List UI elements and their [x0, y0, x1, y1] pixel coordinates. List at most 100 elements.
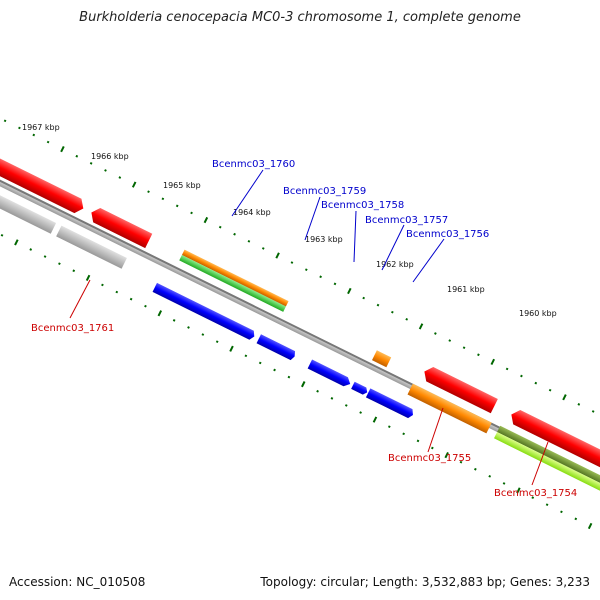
scale-label-1963: 1963 kbp — [305, 235, 343, 244]
gene-arrow-blue[interactable] — [256, 334, 297, 361]
minor-tick — [175, 204, 179, 208]
minor-tick — [416, 439, 420, 443]
minor-tick — [129, 297, 133, 301]
major-tick — [587, 522, 593, 530]
gene-arrow-red[interactable] — [421, 364, 498, 414]
gene-arrow-blue[interactable] — [307, 359, 353, 389]
scale-label-1965: 1965 kbp — [163, 181, 201, 190]
major-tick — [444, 451, 449, 459]
major-tick — [562, 394, 567, 401]
minor-tick — [459, 460, 463, 464]
gene-arrow-blue[interactable] — [351, 381, 369, 396]
grey-feature-bar[interactable] — [0, 175, 57, 234]
minor-tick — [244, 354, 248, 358]
scale-label-1967: 1967 kbp — [22, 123, 60, 132]
leader-line-1757 — [381, 224, 405, 271]
orange-feature-bar[interactable] — [181, 249, 289, 307]
orange-feature-small[interactable] — [372, 350, 392, 368]
minor-tick — [43, 255, 47, 258]
minor-tick — [218, 225, 222, 229]
major-tick — [275, 252, 280, 259]
minor-tick — [344, 404, 348, 407]
lime-feature-bar[interactable] — [494, 432, 600, 494]
minor-tick — [319, 275, 322, 279]
scale-label-1962: 1962 kbp — [376, 260, 414, 269]
major-tick — [347, 287, 352, 295]
gene-arrow-red[interactable] — [88, 205, 153, 249]
minor-tick — [402, 432, 405, 436]
leader-line-1754 — [531, 441, 549, 486]
minor-tick — [488, 475, 492, 478]
gene-label-1758[interactable]: Bcenmc03_1758 — [321, 200, 404, 211]
gene-label-1755[interactable]: Bcenmc03_1755 — [388, 453, 471, 464]
minor-tick — [304, 268, 308, 272]
minor-tick — [545, 503, 549, 507]
minor-tick — [187, 326, 190, 329]
minor-tick — [387, 425, 391, 429]
gene-label-1757[interactable]: Bcenmc03_1757 — [365, 215, 448, 226]
leader-line-1756 — [412, 238, 445, 283]
map-title: Burkholderia cenocepacia MC0-3 chromosom… — [79, 10, 521, 25]
gene-arrow-blue[interactable] — [365, 388, 415, 419]
minor-tick — [147, 190, 150, 194]
gene-label-1754[interactable]: Bcenmc03_1754 — [494, 488, 577, 499]
minor-tick — [201, 333, 205, 336]
minor-tick — [287, 375, 291, 379]
gene-arrow-blue[interactable] — [152, 282, 257, 341]
minor-tick — [448, 339, 452, 342]
minor-tick — [474, 467, 477, 471]
leader-line-1755 — [427, 407, 444, 453]
minor-tick — [75, 154, 79, 158]
leader-line-1758 — [353, 210, 357, 263]
olive-feature-bar[interactable] — [497, 425, 600, 487]
minor-tick — [118, 176, 122, 179]
gene-label-1759[interactable]: Bcenmc03_1759 — [283, 186, 366, 197]
minor-tick — [434, 332, 437, 335]
minor-tick — [431, 446, 434, 450]
scale-label-1961: 1961 kbp — [447, 285, 485, 294]
minor-tick — [290, 261, 294, 264]
minor-tick — [190, 211, 193, 215]
minor-tick — [58, 262, 61, 266]
minor-tick — [359, 411, 362, 414]
major-tick — [229, 345, 234, 352]
major-tick — [490, 358, 495, 365]
minor-tick — [391, 310, 394, 314]
leader-line-1759 — [304, 196, 321, 241]
scale-label-1960: 1960 kbp — [519, 309, 557, 318]
gene-arrow-red[interactable] — [0, 145, 87, 216]
minor-tick — [18, 126, 21, 130]
gene-label-1761[interactable]: Bcenmc03_1761 — [31, 323, 114, 334]
minor-tick — [215, 340, 219, 343]
minor-tick — [520, 374, 523, 378]
major-tick — [203, 216, 209, 224]
minor-tick — [330, 397, 334, 400]
leader-line-1760 — [231, 169, 264, 217]
grey-feature-bar[interactable] — [56, 225, 127, 269]
major-tick — [418, 323, 424, 330]
major-tick — [14, 239, 19, 246]
leader-lines — [69, 169, 549, 486]
minor-tick — [591, 410, 595, 413]
minor-tick — [333, 282, 337, 286]
major-tick — [85, 274, 91, 281]
major-tick — [157, 310, 163, 317]
minor-tick — [247, 239, 251, 243]
orange-feature-bar[interactable] — [407, 383, 492, 434]
topology-info-label: Topology: circular; Length: 3,532,883 bp… — [260, 575, 590, 589]
major-tick — [60, 146, 65, 153]
green-feature-bar[interactable] — [179, 255, 286, 312]
leader-line-1761 — [69, 279, 91, 319]
minor-tick — [505, 367, 509, 371]
minor-tick — [531, 496, 535, 499]
major-tick — [516, 487, 521, 494]
minor-tick — [534, 381, 538, 385]
gene-label-1756[interactable]: Bcenmc03_1756 — [406, 229, 489, 240]
minor-tick — [316, 389, 319, 393]
gene-label-1760[interactable]: Bcenmc03_1760 — [212, 159, 295, 170]
gene-arrow-red[interactable] — [508, 407, 600, 475]
minor-tick — [72, 269, 76, 273]
minor-tick — [144, 304, 147, 308]
minor-tick — [376, 303, 380, 307]
